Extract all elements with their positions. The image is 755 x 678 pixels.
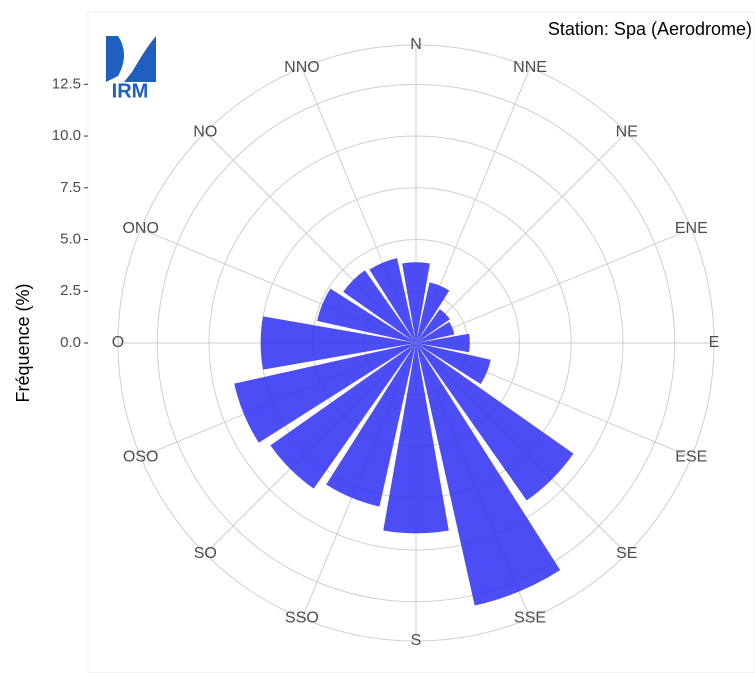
logo-shape-left	[106, 36, 124, 82]
bar	[416, 282, 450, 343]
direction-label: NNO	[284, 59, 320, 76]
spoke	[415, 228, 692, 344]
y-tick-label: 12.5	[52, 75, 81, 92]
bar	[326, 343, 416, 507]
direction-label: ONO	[122, 220, 158, 237]
direction-label: SSO	[285, 610, 319, 627]
bar	[416, 321, 455, 343]
y-tick-label: 10.0	[52, 127, 81, 144]
direction-label: E	[709, 334, 720, 351]
bar	[416, 343, 561, 606]
bar	[416, 309, 450, 343]
bar	[343, 270, 416, 343]
direction-label: ENE	[675, 220, 708, 237]
bar	[260, 316, 416, 370]
y-tick-label: 2.5	[60, 282, 81, 299]
bar	[416, 343, 574, 501]
logo-shape-right	[124, 36, 156, 82]
bar	[416, 343, 491, 385]
y-tick-label: 0.0	[60, 334, 81, 351]
bar	[416, 333, 470, 353]
logo-text: IRM	[112, 80, 149, 102]
direction-label: SSE	[514, 610, 546, 627]
direction-label: SO	[194, 545, 217, 562]
direction-label: OSO	[123, 448, 159, 465]
direction-label: N	[410, 36, 422, 53]
direction-label: ESE	[675, 448, 707, 465]
bar	[317, 288, 416, 343]
y-tick-label: 5.0	[60, 230, 81, 247]
direction-label: NE	[616, 124, 638, 141]
bar	[234, 343, 416, 443]
y-tick-label: 7.5	[60, 179, 81, 196]
direction-label: O	[112, 334, 124, 351]
direction-label: S	[411, 632, 422, 649]
bar	[270, 343, 416, 489]
logo: IRM	[106, 36, 156, 102]
direction-label: NNE	[513, 59, 547, 76]
spoke	[415, 131, 628, 344]
direction-label: NO	[193, 124, 217, 141]
bar	[369, 258, 416, 343]
y-axis-label: Fréquence (%)	[13, 283, 33, 402]
bar	[402, 262, 430, 343]
direction-label: SE	[616, 545, 637, 562]
chart-title: Station: Spa (Aerodrome)	[548, 19, 752, 39]
bar	[383, 343, 449, 534]
